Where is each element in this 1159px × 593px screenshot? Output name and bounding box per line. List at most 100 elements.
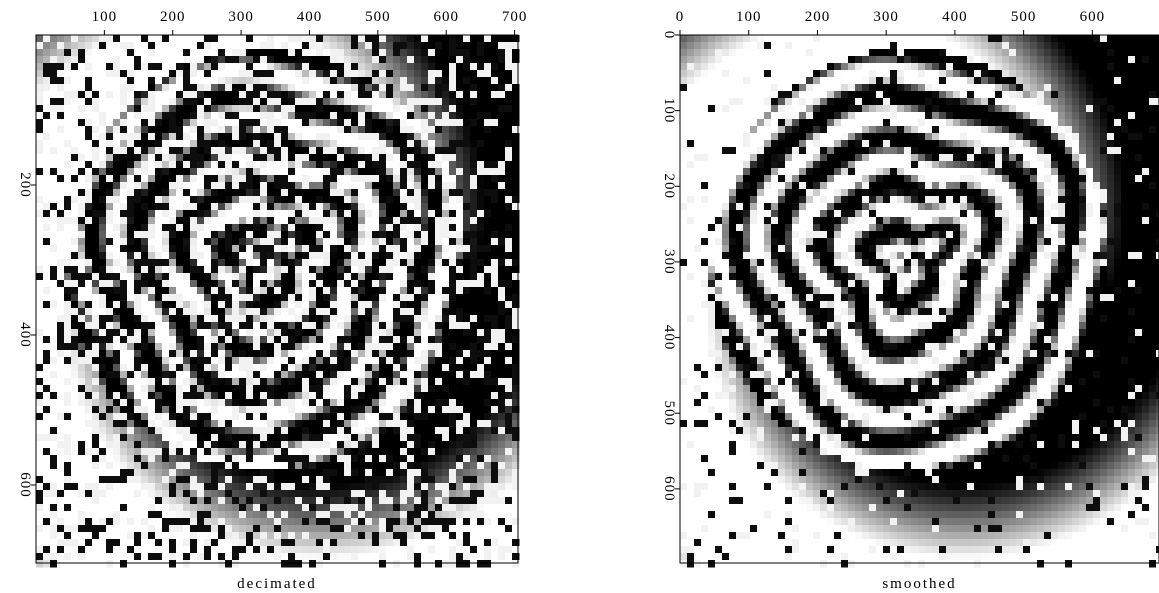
pixel	[337, 63, 345, 71]
pixel	[414, 455, 422, 463]
pixel	[463, 378, 471, 386]
pixel	[484, 91, 492, 99]
pixel	[253, 259, 261, 267]
pixel	[456, 371, 464, 379]
pixel	[148, 448, 156, 456]
pixel	[127, 63, 135, 71]
pixel	[183, 532, 191, 540]
pixel	[127, 91, 135, 99]
pixel	[267, 238, 275, 246]
pixel	[141, 301, 149, 309]
pixel	[43, 315, 51, 323]
pixel	[274, 448, 282, 456]
pixel	[274, 301, 282, 309]
pixel	[141, 63, 149, 71]
pixel	[155, 140, 163, 148]
pixel	[64, 280, 72, 288]
pixel	[204, 84, 212, 92]
pixel	[134, 196, 142, 204]
pixel	[393, 147, 401, 155]
pixel	[337, 406, 345, 414]
pixel	[512, 56, 520, 64]
pixel	[372, 63, 380, 71]
pixel	[218, 525, 226, 533]
pixel	[134, 420, 142, 428]
pixel	[414, 280, 422, 288]
pixel	[211, 266, 219, 274]
pixel	[316, 273, 324, 281]
pixel	[421, 434, 429, 442]
pixel	[43, 329, 51, 337]
pixel	[281, 49, 289, 57]
pixel	[407, 301, 415, 309]
pixel	[484, 280, 492, 288]
pixel	[239, 483, 247, 491]
pixel	[463, 399, 471, 407]
pixel	[50, 315, 58, 323]
pixel	[512, 266, 520, 274]
pixel	[113, 210, 121, 218]
pixel	[183, 63, 191, 71]
pixel	[176, 385, 184, 393]
pixel	[288, 476, 296, 484]
pixel	[414, 126, 422, 134]
pixel	[484, 42, 492, 50]
pixel	[127, 518, 135, 526]
pixel	[505, 343, 513, 351]
pixel	[267, 371, 275, 379]
pixel	[386, 357, 394, 365]
pixel	[316, 77, 324, 85]
pixel	[309, 280, 317, 288]
pixel	[442, 476, 450, 484]
pixel	[57, 70, 65, 78]
pixel	[435, 504, 443, 512]
pixel	[225, 497, 233, 505]
pixel	[148, 364, 156, 372]
pixel	[57, 91, 65, 99]
pixel	[183, 210, 191, 218]
pixel	[211, 168, 219, 176]
pixel	[372, 490, 380, 498]
pixel	[288, 189, 296, 197]
pixel	[484, 98, 492, 106]
pixel	[295, 63, 303, 71]
pixel	[253, 455, 261, 463]
pixel	[127, 420, 135, 428]
pixel	[99, 70, 107, 78]
pixel	[43, 371, 51, 379]
pixel	[365, 336, 373, 344]
pixel	[498, 385, 506, 393]
pixel	[393, 42, 401, 50]
pixel	[120, 203, 128, 211]
pixel	[36, 273, 44, 281]
pixel	[330, 434, 338, 442]
pixel	[351, 350, 359, 358]
pixel	[78, 49, 86, 57]
pixel	[302, 308, 310, 316]
pixel	[92, 280, 100, 288]
pixel	[134, 189, 142, 197]
pixel	[421, 245, 429, 253]
pixel	[113, 112, 121, 120]
pixel	[85, 448, 93, 456]
pixel	[407, 336, 415, 344]
pixel	[498, 329, 506, 337]
pixel	[169, 294, 177, 302]
pixel	[400, 336, 408, 344]
pixel	[372, 112, 380, 120]
pixel	[491, 308, 499, 316]
pixel	[92, 476, 100, 484]
pixel	[386, 231, 394, 239]
pixel	[428, 49, 436, 57]
pixel	[449, 504, 457, 512]
pixel	[288, 70, 296, 78]
pixel	[169, 336, 177, 344]
pixel	[148, 210, 156, 218]
pixel	[183, 413, 191, 421]
pixel	[379, 434, 387, 442]
pixel	[288, 336, 296, 344]
pixel	[421, 420, 429, 428]
pixel	[204, 490, 212, 498]
pixel	[358, 252, 366, 260]
pixel	[50, 91, 58, 99]
